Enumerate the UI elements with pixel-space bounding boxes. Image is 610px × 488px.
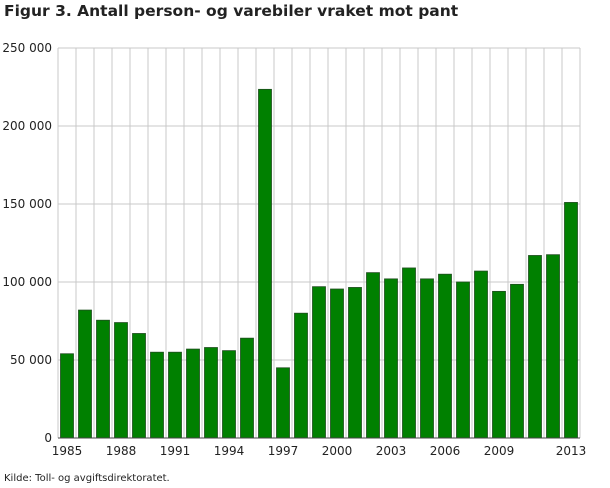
bar-1995 <box>240 337 254 439</box>
bar-2002 <box>366 272 380 439</box>
x-tick-label: 2009 <box>484 444 515 458</box>
bar-2008 <box>474 270 488 439</box>
y-tick-label: 100 000 <box>2 275 52 289</box>
bar-1998 <box>294 312 308 439</box>
x-tick-label: 2006 <box>430 444 461 458</box>
y-tick-label: 50 000 <box>10 353 52 367</box>
x-tick-label: 2003 <box>376 444 407 458</box>
bar-2005 <box>420 278 434 439</box>
bar-1986 <box>78 309 92 439</box>
bar-2007 <box>456 281 470 439</box>
x-tick-label: 1988 <box>106 444 137 458</box>
y-tick-label: 150 000 <box>2 197 52 211</box>
bar-1989 <box>132 333 146 439</box>
bar-1996 <box>258 88 272 439</box>
bar-1990 <box>150 351 164 439</box>
bar-2003 <box>384 278 398 439</box>
x-tick-label: 2000 <box>322 444 353 458</box>
source-note: Kilde: Toll- og avgiftsdirektoratet. <box>4 473 170 484</box>
bar-2004 <box>402 267 416 439</box>
bar-1985 <box>60 353 74 439</box>
y-tick-label: 0 <box>44 431 52 445</box>
bar-2001 <box>348 287 362 439</box>
bar-2012 <box>546 254 560 439</box>
y-tick-label: 200 000 <box>2 119 52 133</box>
bar-1988 <box>114 322 128 439</box>
x-tick-label: 2013 <box>556 444 587 458</box>
chart-title: Figur 3. Antall person- og varebiler vra… <box>4 2 459 20</box>
bar-2010 <box>510 283 524 439</box>
bar-2011 <box>528 255 542 439</box>
bar-1997 <box>276 367 290 439</box>
y-tick-label: 250 000 <box>2 41 52 55</box>
bar-2000 <box>330 288 344 439</box>
x-tick-label: 1985 <box>52 444 83 458</box>
bar-2009 <box>492 290 506 439</box>
bar-1999 <box>312 286 326 439</box>
bar-1993 <box>204 347 218 439</box>
bar-1987 <box>96 319 110 439</box>
x-tick-label: 1994 <box>214 444 245 458</box>
x-tick-label: 1991 <box>160 444 191 458</box>
bar-1992 <box>186 348 200 439</box>
bar-2006 <box>438 273 452 439</box>
bar-2013 <box>564 202 578 439</box>
bar-1991 <box>168 351 182 439</box>
x-tick-label: 1997 <box>268 444 299 458</box>
bar-1994 <box>222 350 236 439</box>
